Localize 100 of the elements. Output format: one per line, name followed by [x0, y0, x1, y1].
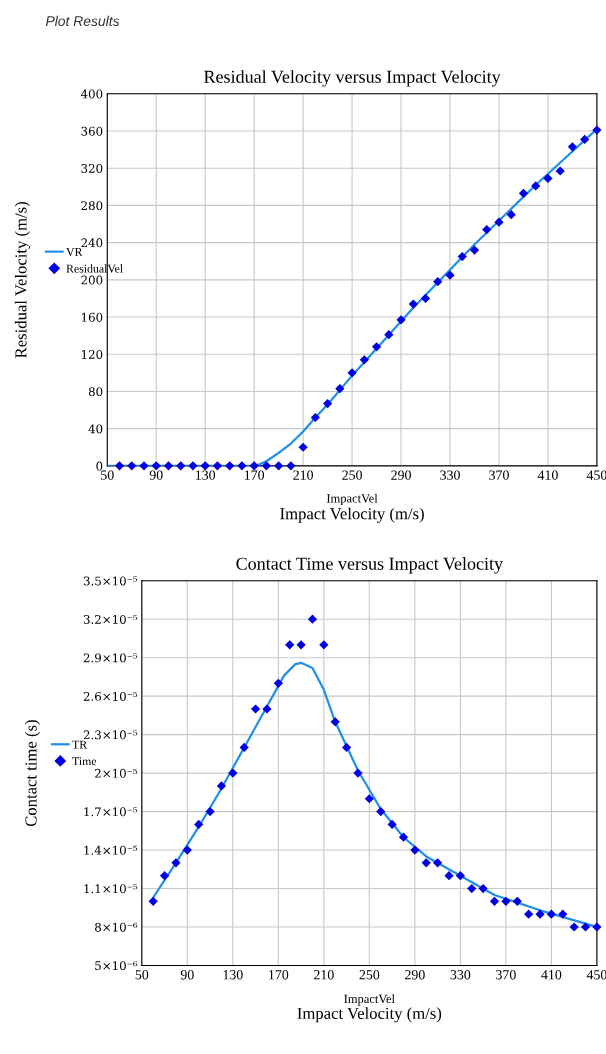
point [273, 678, 283, 688]
point [531, 181, 541, 191]
point [274, 461, 284, 471]
text: ImpactVel [326, 493, 378, 506]
point [469, 245, 480, 255]
point [457, 251, 467, 262]
point [398, 832, 409, 842]
point [182, 845, 192, 855]
point [410, 845, 420, 855]
x-tick-label: 250 [359, 970, 380, 980]
point [353, 768, 363, 778]
y-tick-label: 1.1×10⁻⁵ [84, 884, 138, 894]
y-tick-label: 240 [81, 238, 103, 248]
point [228, 768, 238, 778]
point [151, 461, 161, 471]
x-tick-label: 170 [244, 470, 265, 480]
point [261, 461, 271, 471]
y-axis-title: Residual Velocity (m/s) [14, 202, 30, 358]
point [296, 640, 306, 650]
x-tick-label: 210 [314, 970, 334, 980]
y-tick-label: 280 [81, 201, 103, 211]
point [569, 922, 579, 932]
text: Plot Results [45, 15, 120, 27]
y-tick-label: 3.5×10⁻⁵ [83, 576, 138, 586]
y-tick-label: 8×10⁻⁶ [95, 922, 138, 932]
point [205, 806, 215, 817]
x-tick-label: 90 [180, 970, 194, 980]
point [482, 225, 492, 235]
x-tick-label: 290 [405, 970, 425, 980]
y-tick-label: 360 [81, 126, 103, 136]
x-tick-label: 330 [450, 970, 471, 980]
point [546, 909, 557, 919]
point [148, 896, 158, 906]
y-tick-label: 2.3×10⁻⁵ [83, 730, 138, 740]
legend-label: VR [66, 248, 83, 256]
point [396, 315, 406, 325]
point [194, 819, 204, 830]
point [420, 293, 431, 304]
point [387, 819, 397, 830]
point [310, 412, 320, 423]
point [364, 794, 374, 804]
chart-title: Residual Velocity versus Impact Velocity [204, 70, 501, 87]
x-tick-label: 170 [269, 970, 289, 980]
point [239, 742, 249, 753]
y-tick-label: 3.2×10⁻⁵ [83, 614, 138, 624]
point [376, 806, 386, 817]
y-tick-label: 40 [88, 424, 103, 434]
x-tick-label: 330 [440, 470, 460, 480]
x-tick-label: 50 [101, 470, 114, 480]
y-tick-label: 160 [82, 312, 103, 322]
point [237, 461, 247, 471]
point [212, 461, 223, 471]
point [127, 461, 137, 471]
point [188, 461, 198, 471]
point [159, 871, 170, 881]
point [580, 922, 591, 932]
x-tick-label: 450 [586, 970, 606, 980]
point [543, 173, 553, 184]
y-tick-label: 80 [88, 387, 103, 397]
x-tick-label: 410 [541, 970, 562, 980]
x-tick-label: 90 [149, 470, 163, 480]
point [286, 461, 296, 471]
text: ImpactVel [344, 994, 395, 1006]
point [467, 883, 477, 894]
point [359, 355, 369, 365]
point [433, 277, 443, 287]
x-tick-label: 130 [223, 970, 243, 980]
point [408, 299, 418, 309]
point [512, 896, 522, 906]
x-axis-title: Impact Velocity (m/s) [280, 507, 424, 523]
point [347, 368, 357, 378]
point [445, 270, 455, 280]
point [421, 858, 431, 868]
point [216, 781, 227, 791]
point [478, 883, 488, 894]
y-tick-label: 5×10⁻⁶ [95, 961, 138, 971]
point [371, 342, 382, 352]
x-tick-label: 250 [342, 470, 362, 480]
point [444, 871, 454, 881]
y-tick-label: 2.6×10⁻⁵ [83, 691, 138, 701]
y-tick-label: 2.9×10⁻⁵ [83, 653, 138, 663]
point [200, 461, 210, 471]
point [139, 461, 149, 471]
point [114, 461, 125, 471]
x-tick-label: 450 [586, 470, 606, 480]
x-tick-label: 370 [489, 470, 509, 480]
point [163, 461, 174, 471]
y-tick-label: 1.7×10⁻⁵ [84, 807, 138, 817]
point [225, 461, 235, 471]
point [330, 717, 340, 727]
point [433, 858, 443, 868]
point [250, 704, 261, 714]
point [558, 909, 568, 919]
point [535, 909, 545, 919]
point [518, 188, 529, 198]
point [592, 922, 602, 932]
x-tick-label: 410 [537, 470, 558, 480]
point [262, 704, 272, 714]
x-axis-title: Impact Velocity (m/s) [297, 1007, 442, 1023]
legend-label: Time [72, 757, 97, 766]
